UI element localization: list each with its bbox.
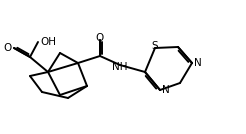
Text: NH: NH [112,62,128,72]
Text: O: O [96,33,104,43]
Text: O: O [4,43,12,53]
Text: OH: OH [40,37,56,47]
Text: N: N [162,85,170,95]
Text: S: S [152,41,158,51]
Text: N: N [194,58,202,68]
